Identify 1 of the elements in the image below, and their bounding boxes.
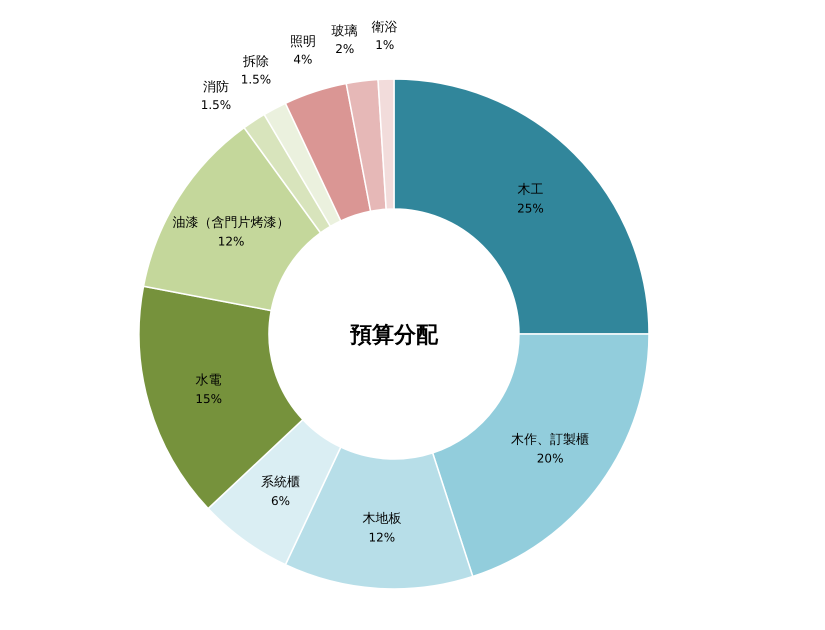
title: 預算分配 bbox=[350, 323, 438, 348]
